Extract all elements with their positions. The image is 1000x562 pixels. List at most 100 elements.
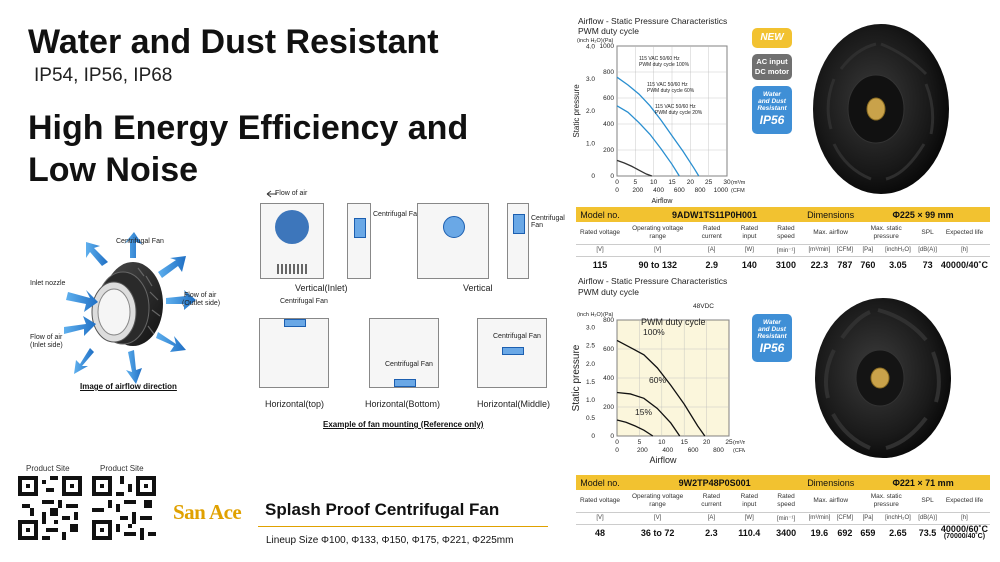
y-tick-label-pa: 0: [610, 173, 614, 180]
dimensions-1: Φ225 × 99 mm: [856, 207, 990, 222]
unit-cell: [Pa]: [856, 512, 880, 525]
x-tick-label-m3: 10: [650, 179, 658, 186]
y-tick-label-pa: 0: [610, 433, 614, 440]
x-tick-label-m3: 15: [668, 179, 676, 186]
value-cell: 36 to 72: [640, 528, 675, 539]
y-unit-right: (Pa): [603, 312, 614, 318]
label-inlet-nozzle: Inlet nozzle: [30, 280, 66, 287]
series-line-3: [616, 159, 653, 177]
y-tick-label-pa: 600: [603, 95, 614, 102]
wr2-line1: Water: [763, 319, 781, 326]
series-line-3: [616, 419, 654, 437]
product-title: Splash Proof Centrifugal Fan: [265, 500, 500, 519]
ac-input-badge: AC input DC motor: [752, 54, 792, 80]
mounting-examples: Flow of air Centrifugal Fan Vertical(Inl…: [245, 185, 565, 435]
fan-illustration: [64, 232, 196, 384]
hdr-max-static-pressure: Max. static pressure: [856, 490, 917, 513]
x-tick-label-m3: 25: [725, 439, 733, 446]
value-cell-life: 40000/60˚C (70000/40˚C): [939, 524, 990, 542]
mount-side-diagram: [347, 203, 371, 279]
value-cell: 73.5: [918, 528, 937, 539]
wr2-line3: Resistant: [757, 333, 787, 340]
hdr-operating-range: Operating voltage range: [624, 490, 692, 513]
annotation-line-b: PWM duty cycle 100%: [639, 62, 690, 68]
unit-cell: [W]: [731, 244, 767, 257]
y-tick-label-pa: 800: [603, 317, 614, 324]
model-number-1: 9ADW1TS11P0H001: [624, 207, 806, 222]
y-tick-label-inch: 0: [591, 433, 595, 440]
chart2-svg: 0 5 10 15 20 25 0 200 400 600 800 (m³/min) (CFM) Airf…: [571, 303, 745, 465]
value-cell: 692: [837, 528, 853, 539]
label-vertical-inlet: Vertical(Inlet): [295, 283, 348, 293]
y-tick-label-inch: 2.0: [586, 108, 595, 115]
x-tick-label-m3: 5: [634, 179, 638, 186]
model-label-1: Model no.: [576, 207, 624, 222]
fan-product-image-1: [813, 24, 949, 194]
series-line-2: [616, 391, 681, 437]
x-tick-label-m3: 0: [615, 439, 619, 446]
y-tick-label-pa: 800: [603, 69, 614, 76]
hdr-max-static-pressure: Max. static pressure: [856, 222, 917, 245]
new-badge: NEW: [752, 28, 792, 48]
spec-table-2: Model no. 9W2TP48P0S001 Dimensions Φ221 …: [576, 475, 990, 542]
unit-cell: [m³/min]: [805, 512, 834, 525]
y-axis-label: Static pressure: [572, 84, 581, 138]
chart1-svg: 05101520253002004006008001000(m³/min)(CF…: [572, 38, 745, 205]
value-cell: 3.05: [889, 260, 907, 271]
y-tick-label-inch: 1.5: [586, 379, 595, 386]
mount-vertical-diagram: [417, 203, 489, 279]
y-tick-label-inch: 4.0: [586, 43, 595, 50]
x-tick-label-m3: 25: [705, 179, 713, 186]
title-water-dust: Water and Dust Resistant: [28, 23, 439, 61]
y-axis-label: Static pressure: [571, 344, 582, 411]
hdr-operating-range: Operating voltage range: [624, 222, 692, 245]
y-tick-label-inch: 2.5: [586, 343, 595, 350]
unit-cell: [min⁻¹]: [766, 244, 806, 257]
model-number-2: 9W2TP48P0S001: [624, 475, 806, 490]
mount-vertical-side-diagram: [507, 203, 529, 279]
y-tick-label-pa: 600: [603, 346, 614, 353]
label-horizontal-top: Horizontal(top): [265, 399, 325, 409]
qr-code-1[interactable]: [18, 476, 82, 540]
wr1-line2: and Dust: [758, 98, 786, 105]
hdr-rated-current: Rated current: [691, 222, 732, 245]
spec-table-1: Model no. 9ADW1TS11P0H001 Dimensions Φ22…: [576, 207, 990, 274]
wr2-ip: IP56: [759, 341, 785, 355]
unit-cell: [m³/min]: [805, 244, 834, 257]
label-vertical: Vertical: [463, 283, 493, 293]
hdr-max-airflow: Max. airflow: [805, 490, 857, 513]
label-centrifugal-fan-3: Centrifugal Fan: [531, 215, 565, 229]
x-tick-label-m3: 20: [703, 439, 711, 446]
unit-cell: [A]: [691, 244, 732, 257]
label-flow-inlet-2: (Inlet side): [30, 342, 63, 349]
x-tick-label-m3: 20: [687, 179, 695, 186]
dimensions-label-1: Dimensions: [805, 207, 857, 222]
value-cell: 40000/40˚C: [940, 260, 988, 271]
y-tick-label-pa: 400: [603, 375, 614, 382]
hdr-spl: SPL: [916, 222, 939, 245]
value-cell: 787: [837, 260, 853, 271]
y-tick-label-pa: 200: [603, 404, 614, 411]
x-tick-label-m3: 10: [658, 439, 666, 446]
x-tick-label-m3: 5: [638, 439, 642, 446]
unit-cell: [Pa]: [856, 244, 880, 257]
title-efficiency-line2: Low Noise: [28, 151, 199, 189]
annotation-line-b: PWM duty cycle 60%: [647, 88, 695, 94]
annotation-line-a: 115 VAC 50/60 Hz: [655, 104, 696, 110]
value-cell: 2.65: [889, 528, 907, 539]
value-cell: 2.9: [705, 260, 718, 271]
x-tick-label-m3: 15: [681, 439, 689, 446]
hdr-rated-voltage: Rated voltage: [576, 222, 624, 245]
water-resistant-badge-1: Water and Dust Resistant IP56: [752, 86, 792, 134]
value-cell: 659: [860, 528, 876, 539]
chart1-title: Airflow - Static Pressure Characteristic…: [578, 16, 728, 26]
y-tick-label-inch: 1.0: [586, 141, 595, 148]
dimensions-2: Φ221 × 71 mm: [856, 475, 990, 490]
unit-cell: [V]: [624, 512, 692, 525]
qr-code-2[interactable]: [92, 476, 156, 540]
x-tick-label-cfm: 800: [713, 447, 724, 454]
annotation-line-a: 115 VAC 50/60 Hz: [647, 82, 688, 88]
y-tick-label-inch: 3.0: [586, 325, 595, 332]
y-tick-label-inch: 3.0: [586, 76, 595, 83]
y-tick-label-inch: 0.5: [586, 415, 595, 422]
